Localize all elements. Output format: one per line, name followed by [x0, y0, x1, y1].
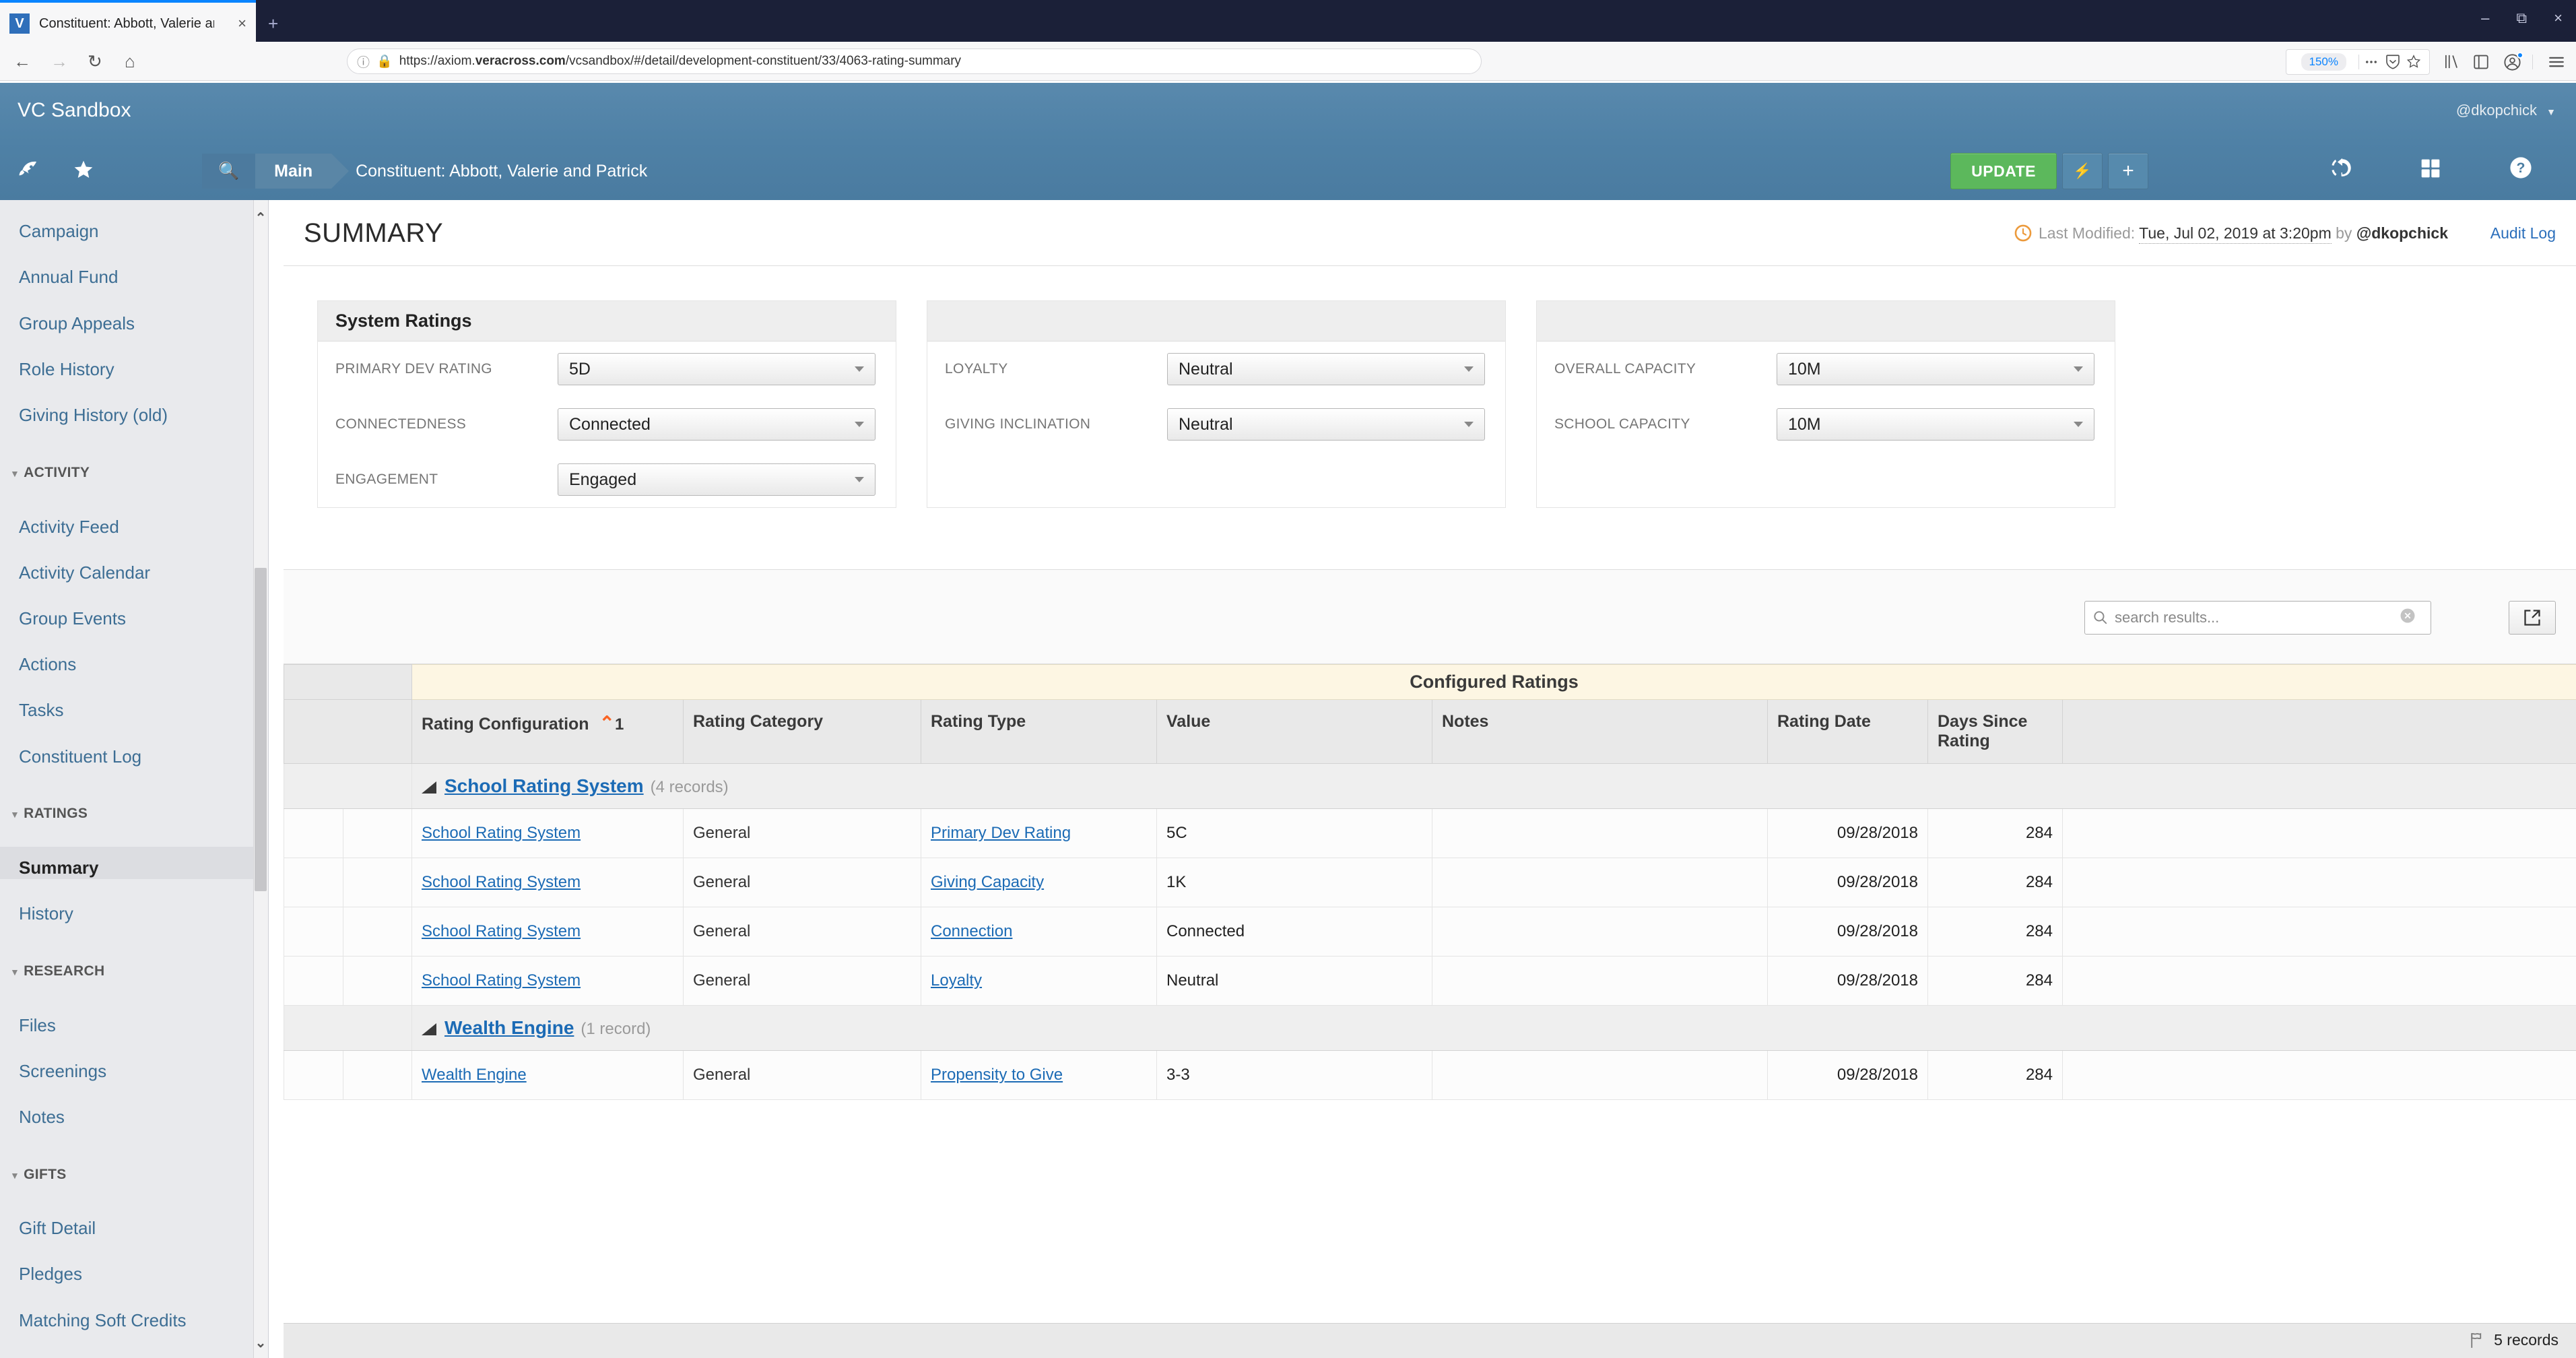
- svg-text:?: ?: [2517, 160, 2525, 176]
